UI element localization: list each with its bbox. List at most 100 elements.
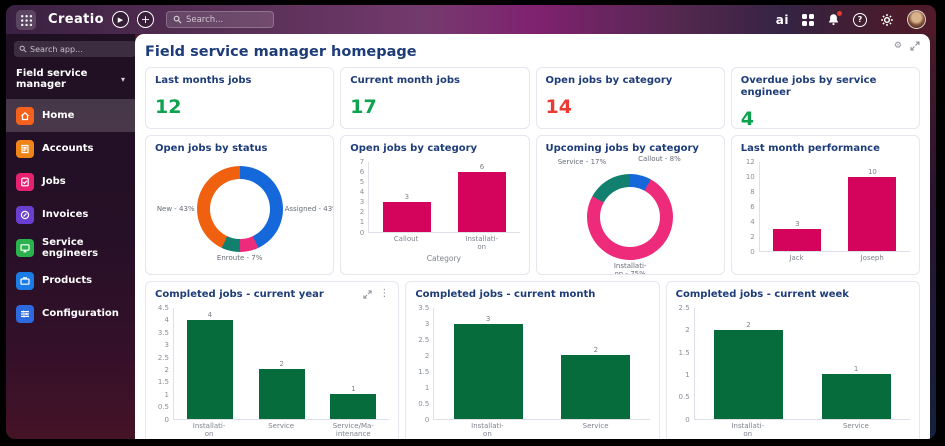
sidebar-item-label: Home <box>42 110 75 121</box>
apps-square <box>809 20 814 26</box>
x-axis-labels: Installati- on Service <box>415 422 649 440</box>
y-tick-label: 10 <box>745 173 755 182</box>
sidebar-item-accounts[interactable]: Accounts <box>6 132 135 165</box>
bar-chart: 0 2 4 6 8 10 12 3 10 Jack Joseph <box>741 155 910 263</box>
y-tick-label: 6 <box>750 203 755 212</box>
accounts-icon <box>16 139 34 158</box>
y-tick-label: 3 <box>424 319 430 328</box>
sidebar-item-service-engineers[interactable]: Service engineers <box>6 231 135 264</box>
workspace-label: Field service manager <box>16 68 88 90</box>
chart-row-2: Completed jobs - current year ⋮ 0 0.5 1 1.5… <box>145 281 920 439</box>
bar-slot: 2 <box>695 308 803 419</box>
bar[interactable] <box>821 374 891 419</box>
donut-ring[interactable] <box>587 174 674 260</box>
bell-icon <box>828 14 839 26</box>
sidebar-search-row: ‹ <box>6 41 145 57</box>
card-head: Completed jobs - current year ⋮ <box>155 289 389 301</box>
global-search[interactable] <box>165 11 274 28</box>
play-icon[interactable]: ▶ <box>111 11 129 28</box>
sidebar-item-jobs[interactable]: Jobs <box>6 165 135 198</box>
kpi-card-current-month-jobs[interactable]: Current month jobs 17 <box>340 67 530 129</box>
bar-value-label: 1 <box>853 365 859 374</box>
y-axis: 0 0.5 1 1.5 2 2.5 <box>676 304 694 424</box>
x-axis-labels: Installati- on Service <box>676 422 910 440</box>
y-axis: 0 0.5 1 1.5 2 2.5 3 3.5 4 4.5 <box>155 304 173 424</box>
y-tick-label: 2.5 <box>157 353 169 362</box>
app-launcher-icon[interactable] <box>16 9 36 30</box>
sidebar-item-invoices[interactable]: Invoices <box>6 198 135 231</box>
y-tick-label: 0.5 <box>678 393 690 402</box>
y-tick-label: 0 <box>750 248 755 257</box>
bar[interactable] <box>714 330 783 419</box>
workspace-selector[interactable]: Field service manager ▾ <box>6 57 135 99</box>
app-search[interactable] <box>14 41 136 57</box>
sidebar: ‹ Field service manager ▾ Home Accounts … <box>6 34 145 439</box>
settings-icon[interactable]: ⚙ <box>893 41 902 51</box>
ai-icon[interactable]: ai <box>775 12 789 27</box>
chart-title: Last month performance <box>740 143 880 154</box>
apps-icon[interactable] <box>802 13 814 26</box>
card-toolbar: ⋮ <box>363 289 389 299</box>
kpi-card-open-jobs-by-category[interactable]: Open jobs by category 14 <box>535 67 725 129</box>
x-category-label: Installati- on <box>465 234 498 252</box>
x-axis-labels: Jack Joseph <box>741 254 910 263</box>
search-input[interactable] <box>185 14 267 25</box>
expand-icon[interactable] <box>363 289 372 299</box>
bar[interactable] <box>186 320 233 419</box>
y-tick-label: 0.5 <box>157 403 169 412</box>
y-tick-label: 1.5 <box>418 367 430 376</box>
donut-slice-label: Enroute - 7% <box>216 254 263 262</box>
sidebar-item-products[interactable]: Products <box>6 264 135 297</box>
bar[interactable] <box>453 323 523 419</box>
donut-slice-label: New - 43% <box>156 205 195 213</box>
bar-slot: 10 <box>835 162 910 252</box>
bar[interactable] <box>330 393 377 419</box>
creatio-logo[interactable]: Creatio <box>48 12 104 27</box>
grid-dots-icon <box>20 13 32 26</box>
kpi-value: 4 <box>740 108 754 129</box>
bar[interactable] <box>773 228 822 252</box>
settings-icon[interactable] <box>880 13 894 27</box>
apps-square <box>802 20 807 26</box>
bar[interactable] <box>382 201 431 232</box>
kpi-card-last-months-jobs[interactable]: Last months jobs 12 <box>145 67 335 129</box>
sidebar-item-home[interactable]: Home <box>6 99 135 132</box>
chart-card-open-jobs-by-status: Open jobs by status Assigned - 43% Enrout… <box>145 135 335 275</box>
bar-slot: 1 <box>318 308 390 419</box>
help-icon[interactable]: ? <box>853 12 867 27</box>
y-tick-label: 4 <box>359 188 365 197</box>
bar-value-label: 6 <box>479 162 485 171</box>
bar[interactable] <box>561 355 631 419</box>
user-avatar[interactable] <box>907 10 926 29</box>
app-search-input[interactable] <box>30 44 131 54</box>
donut-ring[interactable] <box>196 166 283 252</box>
bar-value-label: 3 <box>404 192 410 201</box>
search-icon <box>19 45 27 53</box>
y-axis: 0 0.5 1 1.5 2 2.5 3 3.5 <box>415 304 433 424</box>
notifications-icon[interactable] <box>827 11 842 26</box>
expand-icon[interactable] <box>910 41 920 51</box>
x-axis-labels: Callout Installati- on <box>350 235 519 253</box>
chart-title: Upcoming jobs by category <box>545 143 699 154</box>
apps-square <box>802 13 807 19</box>
donut-slice-label: Installati- on - 75% <box>613 262 647 275</box>
y-tick-label: 3 <box>164 341 169 350</box>
bar[interactable] <box>258 369 305 419</box>
bar[interactable] <box>457 171 506 232</box>
chart-title: Completed jobs - current year <box>155 289 324 300</box>
x-axis-title: Category <box>426 254 461 263</box>
kpi-card-overdue-jobs[interactable]: Overdue jobs by service engineer 4 <box>730 67 920 129</box>
kpi-value: 12 <box>155 96 182 118</box>
bar-slot: 4 <box>174 308 246 419</box>
bar[interactable] <box>848 176 897 252</box>
y-tick-label: 1.5 <box>678 348 690 357</box>
sidebar-item-configuration[interactable]: Configuration <box>6 297 135 330</box>
x-category-label: Service/Ma- intenance <box>332 421 374 439</box>
bar-value-label: 3 <box>485 314 491 323</box>
plot-area: 3 10 <box>758 162 910 253</box>
y-tick-label: 1 <box>424 383 430 392</box>
plot-row: 0 0.5 1 1.5 2 2.5 3 3.5 4 4.5 4 2 1 <box>155 304 390 424</box>
menu-icon[interactable]: ⋮ <box>379 288 390 299</box>
add-icon[interactable]: + <box>136 11 154 28</box>
